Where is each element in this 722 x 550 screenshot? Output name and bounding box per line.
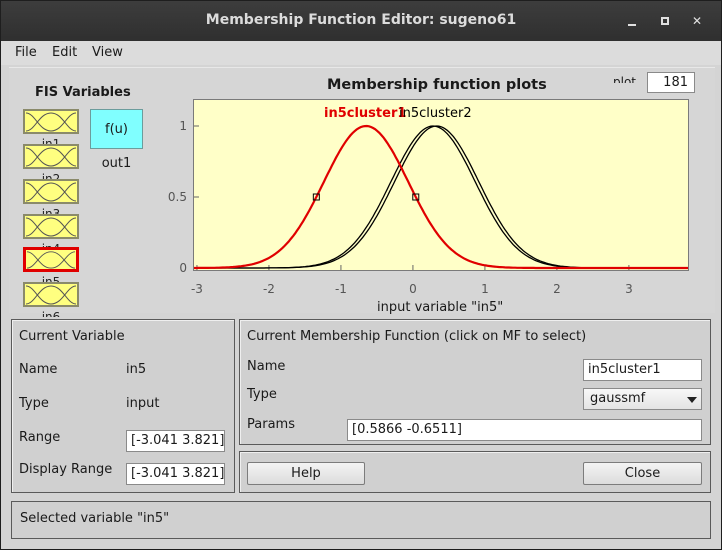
mf-icon [25,217,77,237]
output-block[interactable]: f(u) [90,109,143,149]
input-block-in1[interactable] [23,109,79,134]
current-mf-heading: Current Membership Function (click on MF… [247,329,587,344]
plot-area[interactable] [193,99,689,271]
mf-icon [25,147,77,167]
close-icon[interactable]: ✕ [691,14,703,28]
button-panel: Help Close [239,451,711,493]
plot-title: Membership function plots [327,77,547,93]
range-label: Range [19,430,61,445]
input-block-in4[interactable] [23,214,79,239]
menu-file[interactable]: File [15,45,37,60]
mf-type-label: Type [247,387,277,402]
variable-name-value: in5 [126,362,147,377]
minimize-icon[interactable] [623,12,641,30]
menu-bar: File Edit View [1,41,721,65]
input-label-in5: in5 [41,275,61,282]
input-label-in3: in3 [41,207,61,214]
input-label-in6: in6 [41,310,61,317]
input-label-in1: in1 [41,137,61,144]
chevron-down-icon [687,397,697,403]
variable-name-label: Name [19,362,58,377]
plot-points-label: plot points: [613,75,636,83]
x-axis-label: input variable "in5" [377,300,504,315]
current-variable-heading: Current Variable [19,329,125,344]
mf-name-input[interactable]: in5cluster1 [583,359,702,381]
mf-curve-in5cluster1[interactable] [194,124,688,270]
display-range-label: Display Range [19,462,113,477]
mf-label-in5cluster2[interactable]: in5cluster2 [399,106,472,121]
status-text: Selected variable "in5" [20,511,170,526]
variable-type-label: Type [19,396,49,411]
current-mf-panel: Current Membership Function (click on MF… [239,319,711,445]
input-label-in4: in4 [41,242,61,249]
current-variable-panel: Current Variable Name in5 Type input Ran… [11,319,235,493]
menu-view[interactable]: View [92,45,123,60]
input-block-in5[interactable] [23,247,79,272]
input-block-in6[interactable] [23,282,79,307]
title-bar[interactable]: Membership Function Editor: sugeno61 ✕ [1,1,721,41]
range-input[interactable]: [-3.041 3.821] [126,430,225,452]
mf-label-in5cluster1[interactable]: in5cluster1 [324,106,406,121]
status-bar: Selected variable "in5" [11,501,711,539]
mf-type-value: gaussmf [590,391,646,406]
output-block-text: f(u) [105,122,128,137]
input-label-in2: in2 [41,172,61,179]
window-title: Membership Function Editor: sugeno61 [205,12,517,28]
mf-type-select[interactable]: gaussmf [583,388,702,410]
mf-params-input[interactable]: [0.5866 -0.6511] [347,419,702,441]
variable-type-value: input [126,396,160,411]
mf-name-label: Name [247,359,286,374]
input-block-in2[interactable] [23,144,79,169]
plot-points-input[interactable]: 181 [647,72,695,93]
fis-variables-heading: FIS Variables [35,85,131,100]
output-label: out1 [101,156,132,171]
display-range-input[interactable]: [-3.041 3.821] [126,463,225,485]
mf-icon [26,251,76,269]
input-block-in3[interactable] [23,179,79,204]
mf-params-label: Params [247,417,295,432]
mf-icon [25,182,77,202]
close-button[interactable]: Close [583,462,702,485]
mf-icon [25,112,77,132]
mf-icon [25,285,77,305]
menu-edit[interactable]: Edit [52,45,78,60]
help-button[interactable]: Help [247,462,365,485]
maximize-icon[interactable] [656,12,674,30]
